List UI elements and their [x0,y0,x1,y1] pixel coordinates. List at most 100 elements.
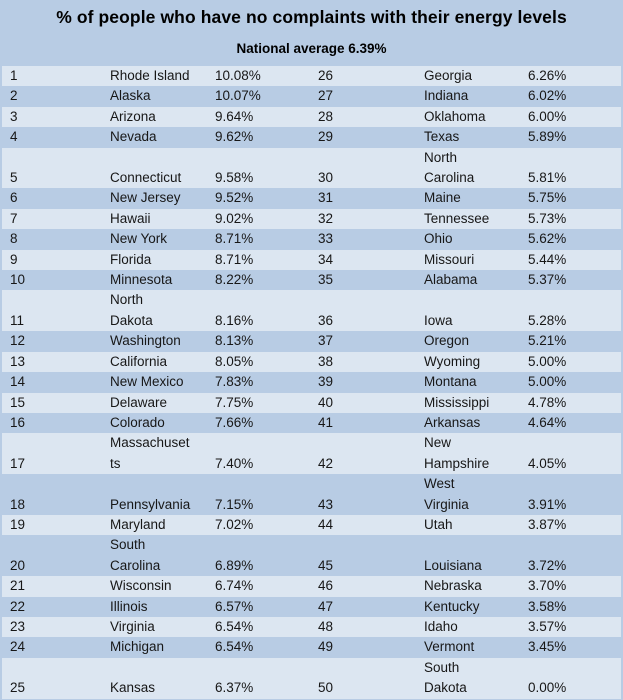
right-rank-cell: 37 [318,333,334,349]
right-state-cell: Indiana [424,88,469,104]
right-state-cell: Ohio [424,231,453,247]
right-value-cell: 6.00% [528,108,567,124]
left-value-cell: 9.64% [215,108,254,124]
right-rank-cell: 26 [318,68,334,83]
left-rank-cell: 3 [10,108,18,124]
left-rank-cell: 16 [10,414,26,430]
left-state-cell: Nevada [110,129,157,145]
left-value-cell: 6.57% [215,598,254,614]
table-row: 2 Alaska 10.07% 27 Indiana 6.02% [2,86,621,106]
left-state-cell: Connecticut [110,170,182,186]
left-state-cell: New Jersey [110,190,181,206]
left-value-cell: 8.71% [215,251,254,267]
right-rank-cell: 35 [318,272,334,288]
right-rank-cell: 27 [318,88,334,104]
right-value-cell: 3.58% [528,598,567,614]
table-row: 17 Massachuset ts 7.40% 42 New Hampshire 4.05… [2,433,621,475]
right-value-cell: 3.91% [528,496,567,512]
right-state-cell: Texas [424,129,460,145]
left-rank-cell: 13 [10,353,26,369]
left-rank-cell: 6 [10,190,18,206]
left-state-cell: California [110,353,168,369]
left-value-cell: 8.22% [215,272,254,288]
right-state-cell: Missouri [424,251,475,267]
left-value-cell: 10.08% [215,68,261,83]
right-value-cell: 0.00% [528,680,567,696]
left-state-cell: Alaska [110,88,151,104]
table-row: 14 New Mexico 7.83% 39 Montana 5.00% [2,372,621,392]
right-rank-cell: 31 [318,190,334,206]
left-value-cell: 6.54% [215,639,254,655]
table-row: 15 Delaware 7.75% 40 Mississippi 4.78% [2,392,621,413]
right-rank-cell: 44 [318,516,334,532]
left-value-cell: 9.62% [215,129,254,145]
right-value-cell: 4.05% [528,455,567,471]
left-state-cell: Kansas [110,680,156,696]
right-value-cell: 6.02% [528,88,567,104]
left-value-cell: 9.58% [215,170,254,186]
right-value-cell: 6.26% [528,68,567,83]
left-value-cell: 8.16% [215,312,254,328]
right-rank-cell: 36 [318,312,334,328]
left-value-cell: 9.52% [215,190,254,206]
left-rank-cell: 23 [10,618,26,634]
right-value-cell: 5.21% [528,333,567,349]
national-average: National average 6.39% [236,41,387,56]
left-state-cell: Maryland [110,516,166,532]
left-state-cell: Rhode Island [110,68,190,83]
right-value-cell: 5.75% [528,190,567,206]
right-rank-cell: 45 [318,557,334,573]
table-row: 21 Wisconsin 6.74% 46 Nebraska 3.70% [2,576,621,597]
right-state-cell: Iowa [424,312,453,328]
left-value-cell: 10.07% [215,88,261,104]
left-value-cell: 6.54% [215,618,254,634]
left-state-cell: North Dakota [110,292,153,328]
left-value-cell: 9.02% [215,210,254,226]
left-value-cell: 7.83% [215,374,254,390]
table-row: 24 Michigan 6.54% 49 Vermont 3.45% [2,637,621,657]
right-rank-cell: 42 [318,455,334,471]
right-state-cell: West Virginia [424,476,469,512]
left-state-cell: Virginia [110,618,155,634]
left-state-cell: Minnesota [110,272,173,288]
left-rank-cell: 18 [10,496,26,512]
left-value-cell: 8.71% [215,231,254,247]
left-rank-cell: 22 [10,598,26,614]
right-state-cell: North Carolina [424,149,475,186]
left-rank-cell: 10 [10,272,26,288]
right-rank-cell: 48 [318,618,334,634]
right-rank-cell: 43 [318,496,334,512]
left-state-cell: Hawaii [110,210,151,226]
right-value-cell: 5.00% [528,353,567,369]
left-value-cell: 7.75% [215,394,254,410]
right-value-cell: 5.81% [528,170,567,186]
right-value-cell: 5.73% [528,210,567,226]
right-state-cell: Montana [424,374,477,390]
right-value-cell: 5.62% [528,231,567,247]
table-row: 6 New Jersey 9.52% 31 Maine 5.75% [2,188,621,208]
left-state-cell: Arizona [110,108,156,124]
right-value-cell: 5.00% [528,374,567,390]
left-rank-cell: 11 [10,312,25,328]
right-state-cell: Mississippi [424,394,490,410]
left-state-cell: Florida [110,251,152,267]
right-state-cell: Idaho [424,618,458,634]
right-rank-cell: 46 [318,578,334,594]
right-rank-cell: 34 [318,251,334,267]
right-state-cell: Vermont [424,639,475,655]
right-state-cell: Arkansas [424,414,481,430]
table-row: 23 Virginia 6.54% 48 Idaho 3.57% [2,616,621,638]
right-value-cell: 5.28% [528,312,567,328]
right-rank-cell: 28 [318,108,334,124]
table-row: 1 Rhode Island 10.08% 26 Georgia 6.26% [2,66,621,87]
table-row: 25 Kansas 6.37% 50 South Dakota 0.00% [2,657,621,699]
left-state-cell: South Carolina [110,537,161,573]
right-state-cell: South Dakota [424,659,467,696]
right-state-cell: New Hampshire [424,435,490,471]
table-row: 10 Minnesota 8.22% 35 Alabama 5.37% [2,270,621,290]
ranking-table: 1 Rhode Island 10.08% 26 Georgia 6.26% 2 Alaska… [0,66,623,699]
left-rank-cell: 20 [10,557,26,573]
right-value-cell: 3.70% [528,578,567,594]
right-state-cell: Maine [424,190,461,206]
